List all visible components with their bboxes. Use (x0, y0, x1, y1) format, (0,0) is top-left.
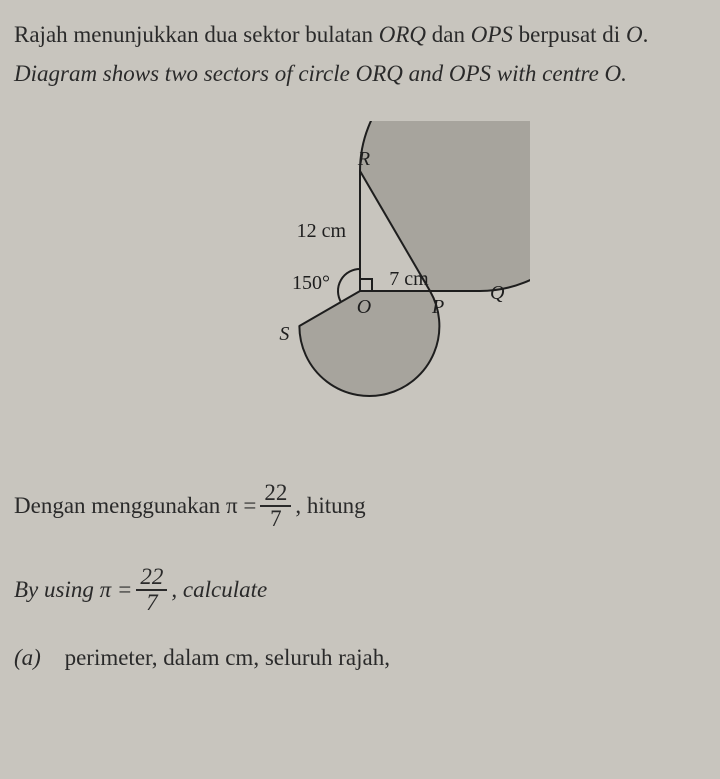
text: . (643, 22, 649, 47)
var-ops: OPS (471, 22, 513, 47)
svg-text:S: S (279, 323, 289, 345)
sector-diagram: R S P Q O 12 cm 7 cm 150° (190, 121, 530, 441)
text: , calculate (171, 577, 267, 603)
var-o: O (626, 22, 643, 47)
text: and (403, 61, 449, 86)
text: . (621, 61, 627, 86)
svg-text:R: R (357, 148, 370, 170)
fraction-denominator: 7 (136, 591, 167, 615)
fraction: 22 7 (136, 565, 167, 615)
var-orq: ORQ (356, 61, 403, 86)
part-text: perimeter, dalam cm, seluruh rajah, (65, 645, 390, 670)
text: Rajah menunjukkan dua sektor bulatan (14, 22, 379, 47)
pi-instruction-en: By using π = 22 7 , calculate (14, 565, 706, 615)
var-ops: OPS (449, 61, 491, 86)
svg-text:P: P (431, 296, 444, 318)
var-o: O (605, 61, 622, 86)
svg-text:Q: Q (490, 282, 505, 304)
svg-text:7 cm: 7 cm (389, 268, 429, 290)
text: By using π = (14, 577, 132, 603)
fraction: 22 7 (260, 481, 291, 531)
question-part-a: (a) perimeter, dalam cm, seluruh rajah, (14, 645, 706, 671)
text: dan (426, 22, 471, 47)
svg-text:12 cm: 12 cm (297, 220, 347, 242)
pi-instruction-ms: Dengan menggunakan π = 22 7 , hitung (14, 481, 706, 531)
fraction-numerator: 22 (136, 565, 167, 591)
question-line-en: Diagram shows two sectors of circle ORQ … (14, 57, 706, 90)
question-line-ms: Rajah menunjukkan dua sektor bulatan ORQ… (14, 18, 706, 51)
fraction-denominator: 7 (260, 507, 291, 531)
svg-text:150°: 150° (292, 272, 330, 294)
text: Diagram shows two sectors of circle (14, 61, 356, 86)
text: , hitung (295, 493, 365, 519)
var-orq: ORQ (379, 22, 426, 47)
svg-text:O: O (357, 296, 371, 318)
part-label: (a) (14, 645, 41, 670)
fraction-numerator: 22 (260, 481, 291, 507)
diagram-container: R S P Q O 12 cm 7 cm 150° (14, 121, 706, 441)
text: Dengan menggunakan π = (14, 493, 256, 519)
text: with centre (491, 61, 604, 86)
text: berpusat di (513, 22, 626, 47)
